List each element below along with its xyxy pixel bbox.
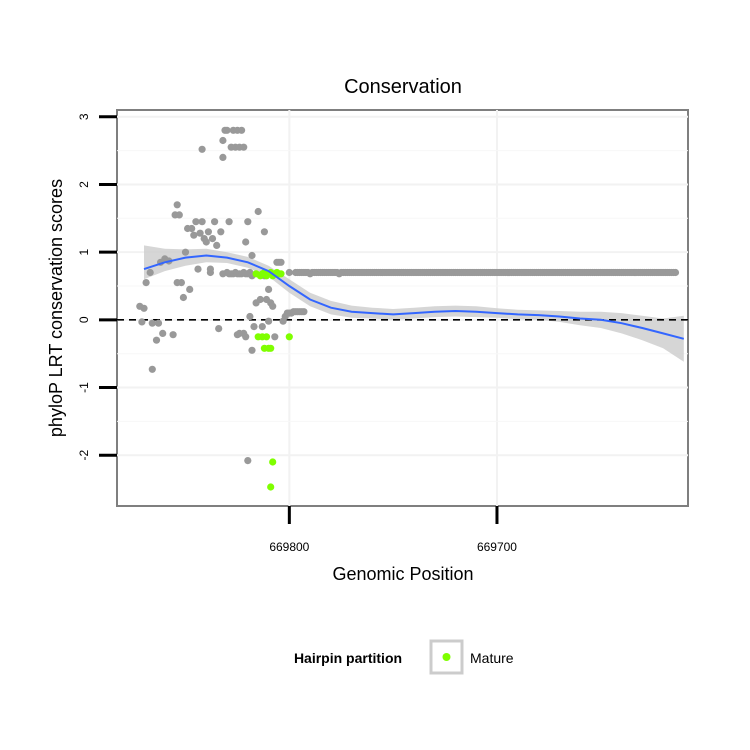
- data-point-other: [152, 336, 161, 344]
- data-point-mature: [269, 458, 277, 466]
- y-tick-label: 1: [77, 249, 91, 256]
- legend-key-mature: [442, 653, 451, 661]
- y-tick-label: -2: [77, 450, 91, 461]
- smooth-curve: [143, 254, 685, 340]
- x-tick-label: 669700: [477, 540, 517, 554]
- data-point-other: [181, 248, 190, 256]
- data-point-other: [246, 312, 254, 321]
- data-point-other: [271, 333, 279, 341]
- data-point-other: [194, 265, 202, 273]
- data-point-other: [206, 268, 214, 277]
- data-point-other: [179, 293, 187, 302]
- data-point-other: [138, 318, 146, 326]
- data-point-other: [285, 268, 293, 277]
- data-point-other: [248, 346, 256, 354]
- data-point-other: [242, 333, 250, 341]
- plot-panel-border: [116, 109, 689, 507]
- data-point-other: [211, 218, 219, 226]
- y-axis-title: phyloP LRT conservation scores: [46, 179, 66, 437]
- data-point-other: [177, 279, 185, 287]
- data-point-other: [223, 126, 231, 134]
- data-point-other: [265, 317, 273, 325]
- data-point-other: [242, 238, 250, 246]
- data-point-other: [244, 218, 252, 226]
- data-point-other: [265, 285, 273, 293]
- legend-key-box: [429, 639, 464, 675]
- y-tick-label: 2: [77, 181, 91, 188]
- data-point-other: [198, 145, 206, 153]
- scatter-points: [136, 126, 680, 491]
- data-point-other: [190, 231, 198, 239]
- data-point-other: [246, 268, 254, 277]
- data-point-other: [250, 323, 258, 331]
- data-point-other: [192, 218, 200, 226]
- y-axis: 3 2 1 0 -1 -2: [77, 113, 117, 461]
- data-point-other: [269, 302, 277, 310]
- data-point-other: [240, 143, 248, 151]
- data-point-other: [148, 319, 156, 327]
- legend: Hairpin partition Mature: [294, 639, 514, 675]
- data-point-mature: [277, 270, 285, 278]
- data-point-other: [256, 295, 264, 304]
- data-point-other: [169, 331, 177, 339]
- data-point-other: [196, 229, 204, 237]
- data-point-other: [186, 285, 194, 293]
- data-point-other: [213, 241, 221, 249]
- data-point-other: [671, 268, 680, 277]
- x-axis: 669800 669700: [269, 506, 517, 554]
- data-point-other: [219, 153, 227, 161]
- data-point-other: [254, 207, 262, 216]
- data-point-other: [142, 279, 150, 287]
- x-axis-title: Genomic Position: [332, 564, 473, 584]
- data-point-other: [154, 319, 163, 327]
- data-point-other: [204, 228, 212, 236]
- data-point-other: [198, 218, 206, 226]
- data-point-other: [258, 323, 266, 331]
- x-tick-label: 669800: [269, 540, 309, 554]
- data-point-other: [244, 457, 252, 465]
- smooth-line: [143, 254, 685, 340]
- data-point-mature: [285, 333, 293, 341]
- data-point-other: [225, 218, 233, 226]
- legend-label-mature: Mature: [470, 650, 514, 666]
- data-point-other: [159, 329, 167, 337]
- data-point-other: [202, 238, 210, 246]
- y-tick-label: -1: [77, 382, 91, 393]
- data-point-other: [146, 268, 154, 277]
- data-point-other: [219, 136, 227, 145]
- data-point-other: [175, 211, 183, 219]
- data-point-other: [148, 365, 156, 373]
- data-point-other: [217, 228, 225, 236]
- data-point-mature: [267, 483, 275, 491]
- data-point-other: [277, 258, 285, 266]
- y-tick-label: 0: [77, 316, 91, 323]
- data-point-mature: [267, 344, 275, 352]
- data-point-other: [238, 126, 246, 134]
- legend-title: Hairpin partition: [294, 650, 402, 666]
- data-point-other: [260, 228, 268, 236]
- data-point-other: [173, 201, 181, 209]
- data-point-other: [300, 308, 308, 316]
- data-point-other: [188, 224, 196, 233]
- chart-title: Conservation: [344, 76, 462, 98]
- data-point-other: [140, 304, 148, 312]
- plot-panel: [116, 109, 689, 507]
- data-point-other: [248, 251, 256, 260]
- data-point-other: [215, 325, 223, 333]
- data-point-other: [208, 235, 217, 243]
- data-point-mature: [262, 333, 271, 341]
- y-tick-label: 3: [77, 113, 91, 120]
